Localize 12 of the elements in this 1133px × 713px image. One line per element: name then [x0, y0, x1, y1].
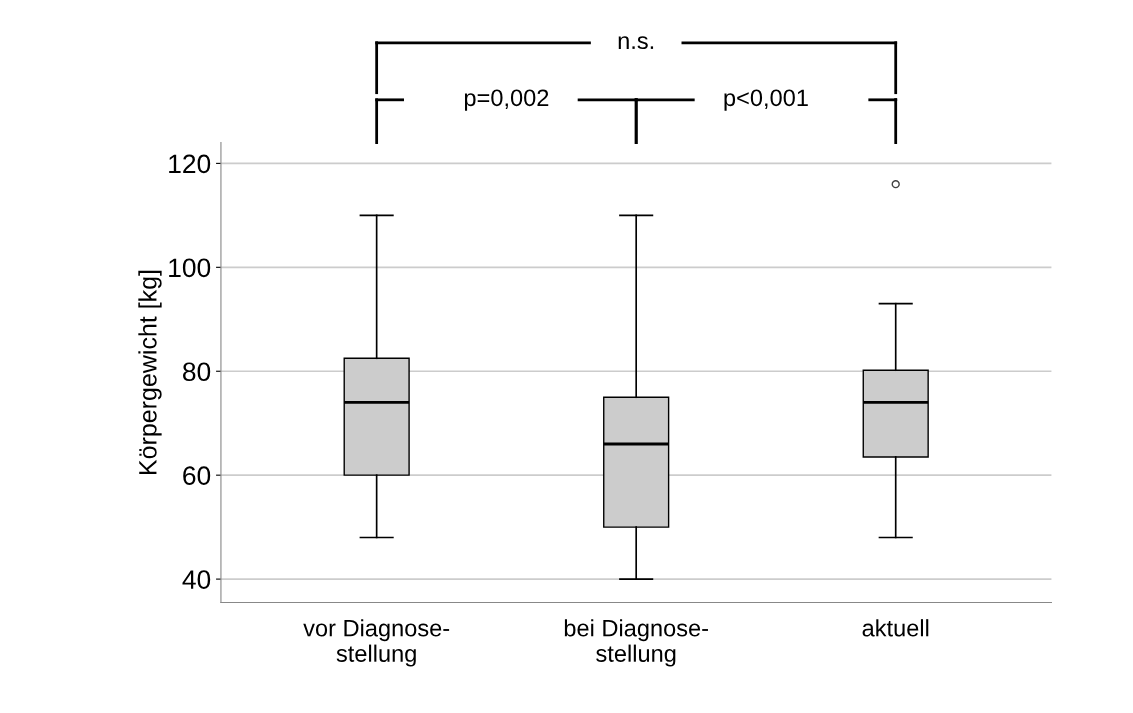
x-tick-label: vor Diagnose- stellung	[303, 619, 450, 667]
text: n.s.	[618, 36, 654, 50]
text: p=0,002	[464, 89, 549, 111]
y-tick-label: 60	[183, 466, 211, 485]
y-tick-label: 120	[169, 154, 211, 174]
text: p<0,001	[724, 89, 808, 111]
y-tick-label: 80	[183, 362, 211, 382]
y-tick-label: 100	[169, 258, 211, 278]
y-axis-title: Körpergewicht [kg]	[138, 270, 162, 475]
x-tick-label: bei Diagnose- stellung	[564, 619, 708, 667]
x-tick-label: aktuell	[862, 619, 929, 637]
y-tick-label: 40	[182, 570, 211, 589]
